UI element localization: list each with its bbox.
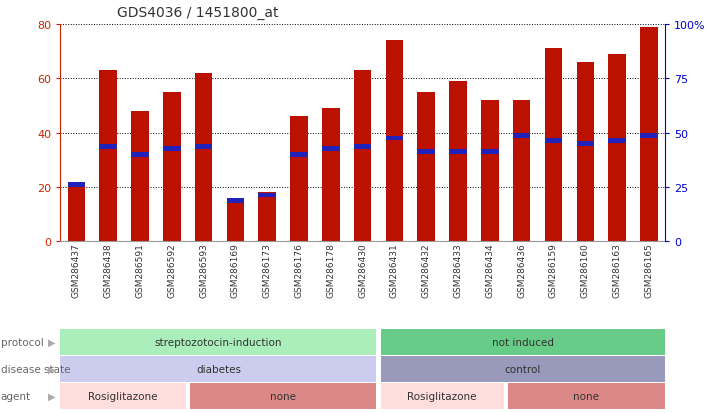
Text: ▶: ▶ (48, 364, 55, 374)
Text: not induced: not induced (492, 337, 554, 347)
Bar (258, 193, 276, 198)
Text: ▶: ▶ (48, 391, 55, 401)
Bar (385, 136, 403, 141)
Text: protocol: protocol (1, 337, 43, 347)
Bar (100, 71, 117, 242)
Bar (640, 28, 658, 242)
Bar (417, 150, 435, 154)
Bar (513, 133, 530, 138)
Bar (68, 185, 85, 242)
Text: agent: agent (1, 391, 31, 401)
Text: none: none (573, 391, 599, 401)
Bar (322, 109, 340, 242)
Bar (354, 144, 371, 149)
Text: Rosiglitazone: Rosiglitazone (407, 391, 477, 401)
Bar (609, 139, 626, 144)
Text: control: control (505, 364, 541, 374)
Text: Rosiglitazone: Rosiglitazone (88, 391, 158, 401)
Bar (322, 147, 340, 152)
Bar (417, 93, 435, 242)
Bar (354, 71, 371, 242)
Bar (449, 150, 467, 154)
Bar (481, 150, 498, 154)
Bar (449, 82, 467, 242)
Text: none: none (270, 391, 296, 401)
Bar (545, 139, 562, 144)
Bar (513, 101, 530, 242)
Bar (577, 63, 594, 242)
Bar (385, 41, 403, 242)
Bar (545, 49, 562, 242)
Bar (195, 74, 213, 242)
Text: streptozotocin-induction: streptozotocin-induction (155, 337, 282, 347)
Bar (100, 144, 117, 149)
Text: ▶: ▶ (48, 337, 55, 347)
Text: diabetes: diabetes (196, 364, 241, 374)
Bar (640, 133, 658, 138)
Bar (481, 101, 498, 242)
Bar (577, 142, 594, 147)
Bar (132, 152, 149, 157)
Bar (68, 182, 85, 187)
Bar (290, 117, 308, 242)
Bar (163, 93, 181, 242)
Bar (609, 55, 626, 242)
Text: GDS4036 / 1451800_at: GDS4036 / 1451800_at (117, 6, 279, 20)
Bar (132, 112, 149, 242)
Bar (290, 152, 308, 157)
Bar (227, 201, 244, 242)
Bar (258, 193, 276, 242)
Text: disease state: disease state (1, 364, 70, 374)
Bar (195, 144, 213, 149)
Bar (227, 199, 244, 203)
Bar (163, 147, 181, 152)
